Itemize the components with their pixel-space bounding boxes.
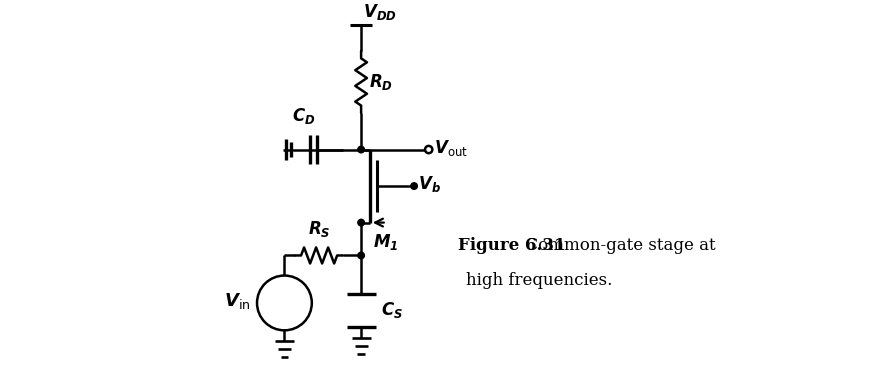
Text: +: + bbox=[278, 284, 290, 299]
Text: $\bfit{C}_D$: $\bfit{C}_D$ bbox=[292, 106, 316, 126]
Text: Figure 6.31: Figure 6.31 bbox=[458, 237, 565, 254]
Circle shape bbox=[358, 252, 364, 259]
Text: Common-gate stage at: Common-gate stage at bbox=[514, 237, 715, 254]
Circle shape bbox=[257, 276, 312, 331]
Text: $\bfit{M}_1$: $\bfit{M}_1$ bbox=[373, 232, 399, 252]
Circle shape bbox=[425, 146, 433, 153]
Text: high frequencies.: high frequencies. bbox=[466, 272, 612, 289]
Text: $\bfit{V}_{\mathrm{out}}$: $\bfit{V}_{\mathrm{out}}$ bbox=[434, 138, 468, 158]
Text: $\bfit{V}_b$: $\bfit{V}_b$ bbox=[419, 174, 441, 194]
Text: $-$: $-$ bbox=[278, 308, 291, 321]
Circle shape bbox=[358, 146, 364, 153]
Text: $\bfit{R}_S$: $\bfit{R}_S$ bbox=[308, 219, 330, 239]
Circle shape bbox=[358, 219, 364, 226]
Text: $\bfit{C}_S$: $\bfit{C}_S$ bbox=[381, 300, 404, 320]
Text: $\bfit{R}_D$: $\bfit{R}_D$ bbox=[369, 72, 393, 92]
Text: $\bfit{V}_{\mathrm{in}}$: $\bfit{V}_{\mathrm{in}}$ bbox=[224, 291, 250, 311]
Text: $\bfit{V}_{DD}$: $\bfit{V}_{DD}$ bbox=[363, 2, 397, 23]
Circle shape bbox=[411, 183, 418, 190]
